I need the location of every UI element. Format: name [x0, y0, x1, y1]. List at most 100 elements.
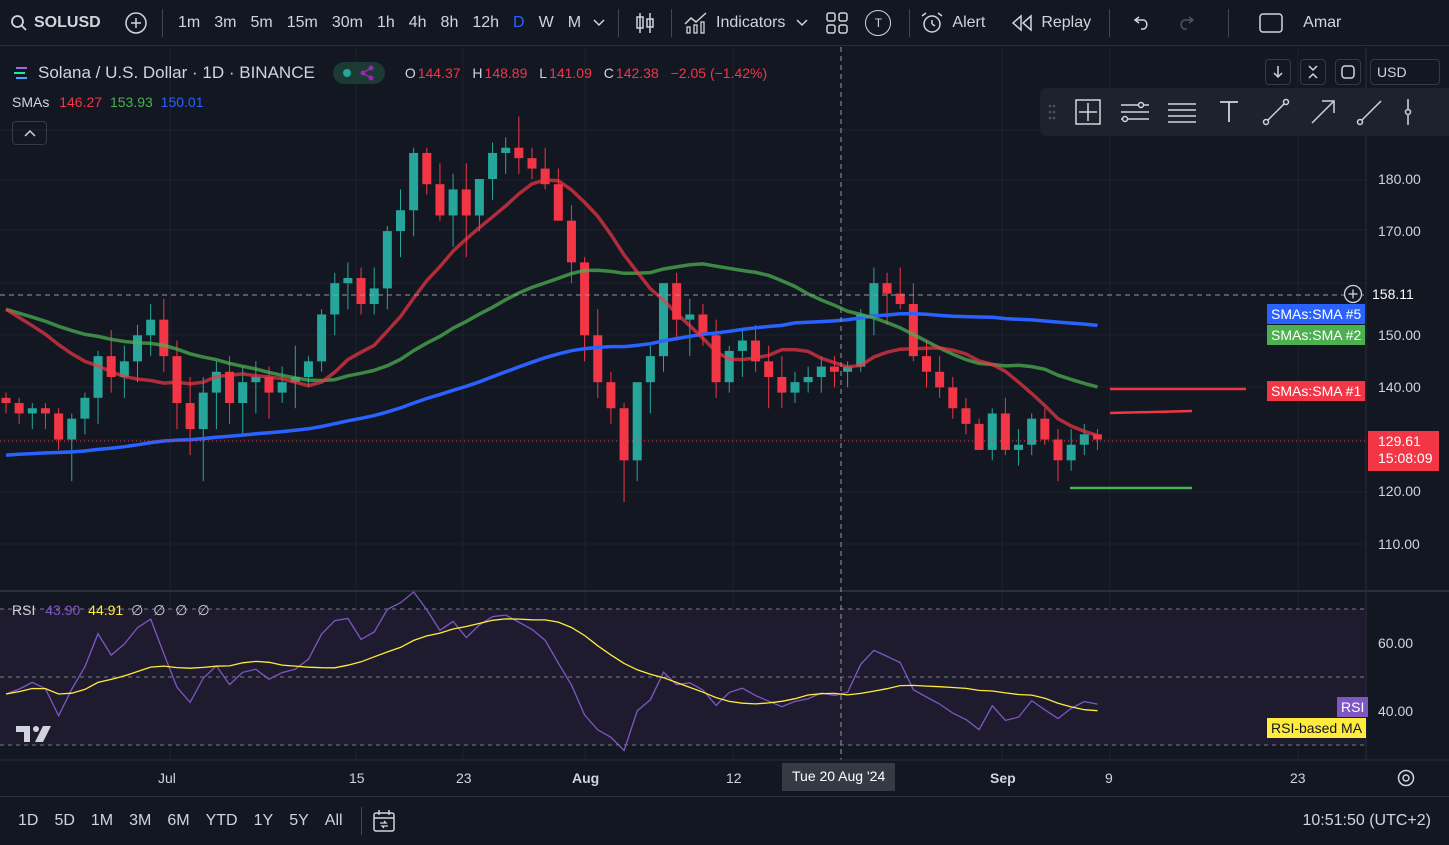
drag-handle-icon[interactable] [1040, 103, 1064, 121]
price-tick: 150.00 [1378, 327, 1421, 343]
rsi-legend[interactable]: RSI 43.90 44.91 ∅ ∅ ∅ ∅ [12, 602, 213, 619]
candle-body [672, 283, 682, 320]
maximize-button[interactable] [1335, 59, 1361, 85]
candle-body [40, 408, 50, 414]
price-tick: 110.00 [1378, 536, 1420, 552]
range-6M[interactable]: 6M [167, 812, 190, 829]
main-legend: Solana / U.S. Dollar · 1D · BINANCE O 144… [14, 62, 769, 84]
symbol-search-button[interactable]: SOLUSD [0, 0, 118, 46]
plus-circle-icon [125, 11, 147, 34]
arrow-tool-icon[interactable] [1299, 92, 1346, 132]
interval-1h[interactable]: 1h [376, 13, 395, 31]
fast-projection [1109, 409, 1193, 415]
candle-body [974, 423, 984, 450]
candle-body [711, 335, 721, 383]
close-value: 142.38 [615, 65, 659, 81]
candle-body [803, 376, 813, 383]
range-1Y[interactable]: 1Y [253, 812, 274, 829]
layout-button[interactable] [819, 0, 855, 46]
range-All[interactable]: All [324, 812, 343, 829]
candle-body [461, 189, 471, 216]
alert-button[interactable]: Alert [918, 0, 985, 46]
scroll-down-button[interactable] [1265, 59, 1291, 85]
rsi-ma-price-label: RSI-based MA [1267, 718, 1367, 738]
compare-symbol-button[interactable] [118, 0, 154, 46]
interval-30m[interactable]: 30m [331, 13, 363, 31]
price-tick: 120.00 [1378, 483, 1421, 499]
candle-body [172, 356, 182, 404]
candle-body [987, 413, 997, 450]
range-1M[interactable]: 1M [90, 812, 114, 829]
interval-M[interactable]: M [567, 13, 582, 31]
account-button[interactable]: Amar [1297, 0, 1341, 46]
countdown-value: 15:08:09 [1378, 450, 1433, 466]
chart-area[interactable] [0, 47, 1449, 795]
candle-body [856, 314, 866, 367]
candle-body [1053, 439, 1063, 461]
range-5D[interactable]: 5D [54, 812, 75, 829]
status-badge[interactable] [332, 62, 385, 84]
candle-body [474, 179, 484, 216]
vertical-line-icon[interactable] [1393, 92, 1423, 132]
divider [360, 807, 362, 835]
replay-button[interactable]: Replay [985, 0, 1091, 46]
interval-12h[interactable]: 12h [472, 13, 500, 31]
chart-canvas[interactable] [0, 47, 1449, 795]
candle-body [948, 387, 958, 409]
undo-button[interactable] [1118, 0, 1164, 46]
top-toolbar: SOLUSD 1m 3m 5m 15m 30m 1h 4h 8h 12h D W M Indicato… [0, 0, 1449, 46]
text-tool-icon[interactable] [1205, 92, 1252, 132]
calendar-icon [372, 810, 395, 832]
redo-button[interactable] [1164, 0, 1210, 46]
collapse-button[interactable] [1300, 59, 1326, 85]
candle-body [553, 184, 563, 221]
candle-body [211, 371, 221, 393]
currency-label: USD [1377, 64, 1407, 80]
range-1D[interactable]: 1D [18, 812, 39, 829]
ray-tool-icon[interactable] [1346, 92, 1393, 132]
interval-dropdown[interactable] [588, 0, 610, 46]
candle-body [659, 283, 668, 357]
range-3M[interactable]: 3M [129, 812, 152, 829]
timeaxis-settings-icon[interactable] [1396, 768, 1416, 793]
candle-body [330, 283, 340, 315]
account-label: Amar [1303, 13, 1342, 31]
add-alert-icon[interactable] [1343, 284, 1363, 309]
interval-1m[interactable]: 1m [178, 13, 201, 31]
interval-D[interactable]: D [513, 13, 525, 31]
templates-button[interactable]: T [855, 0, 901, 46]
rewind-icon [1012, 13, 1033, 32]
time-tick: 12 [726, 770, 742, 786]
fullscreen-button[interactable] [1245, 0, 1297, 46]
date-price-range-icon[interactable] [1064, 92, 1111, 132]
fib-retracement-icon[interactable] [1111, 92, 1158, 132]
sma-legend-value-1: 146.27 [59, 94, 103, 110]
time-tick: 9 [1105, 770, 1113, 786]
range-5Y[interactable]: 5Y [289, 812, 309, 829]
range-YTD[interactable]: YTD [205, 812, 238, 829]
currency-select[interactable]: USD [1370, 59, 1440, 85]
interval-W[interactable]: W [538, 13, 554, 31]
interval-4h[interactable]: 4h [408, 13, 427, 31]
goto-date-button[interactable] [372, 809, 396, 833]
trend-line-icon[interactable] [1252, 92, 1299, 132]
divider [671, 8, 673, 37]
open-label: O [404, 65, 416, 81]
price-tick: 140.00 [1378, 379, 1421, 395]
chart-type-button[interactable] [627, 0, 663, 46]
interval-3m[interactable]: 3m [214, 13, 237, 31]
candle-body [119, 361, 129, 377]
interval-8h[interactable]: 8h [440, 13, 459, 31]
symbol-title[interactable]: Solana / U.S. Dollar · 1D · BINANCE [38, 63, 315, 82]
tradingview-logo[interactable] [16, 723, 54, 750]
candle-body [1014, 444, 1024, 450]
interval-5m[interactable]: 5m [250, 13, 273, 31]
indicators-dropdown[interactable] [785, 0, 819, 46]
parallel-channel-icon[interactable] [1158, 92, 1205, 132]
interval-15m[interactable]: 15m [286, 13, 318, 31]
collapse-legend-button[interactable] [12, 121, 47, 145]
sma-legend[interactable]: SMAs 146.27 153.93 150.01 [12, 94, 204, 110]
clock-label[interactable]: 10:51:50 (UTC+2) [1302, 812, 1431, 829]
indicators-button[interactable]: Indicators [680, 0, 785, 46]
candle-body [843, 366, 853, 372]
